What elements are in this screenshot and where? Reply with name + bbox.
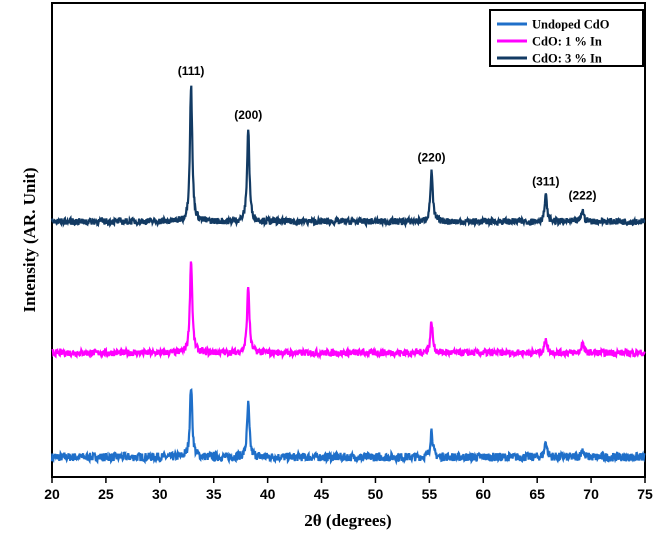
y-axis-label: Intensity (AR. Unit) bbox=[20, 168, 39, 313]
series-line-1 bbox=[51, 261, 646, 361]
peak-label: (200) bbox=[234, 108, 262, 122]
traces bbox=[50, 85, 646, 466]
x-tick-label: 35 bbox=[206, 486, 222, 502]
x-tick-label: 55 bbox=[422, 486, 438, 502]
peak-label: (311) bbox=[532, 174, 559, 188]
legend-label: CdO: 3 % In bbox=[532, 52, 602, 66]
x-axis-label: 2θ (degrees) bbox=[304, 511, 391, 530]
x-tick-label: 50 bbox=[368, 486, 384, 502]
legend: Undoped CdO CdO: 1 % In CdO: 3 % In bbox=[489, 9, 644, 67]
x-tick-label: 75 bbox=[637, 486, 653, 502]
series-line-0 bbox=[50, 388, 646, 466]
x-tick-label: 25 bbox=[98, 486, 114, 502]
x-tick-label: 65 bbox=[529, 486, 545, 502]
series-line-2 bbox=[50, 85, 646, 229]
peak-label: (222) bbox=[568, 189, 596, 203]
x-tick-label: 70 bbox=[583, 486, 599, 502]
x-axis-ticks: 20 25 30 35 40 45 50 55 60 65 70 75 bbox=[44, 477, 653, 502]
x-tick-label: 40 bbox=[260, 486, 276, 502]
peak-label: (220) bbox=[418, 150, 446, 164]
legend-label: CdO: 1 % In bbox=[532, 35, 602, 49]
peak-label: (111) bbox=[178, 64, 205, 78]
x-tick-label: 20 bbox=[44, 486, 60, 502]
peak-labels: (111) (200) (220) (311) (222) bbox=[178, 64, 597, 203]
plot-frame bbox=[51, 2, 646, 478]
legend-label: Undoped CdO bbox=[532, 18, 610, 32]
x-tick-label: 45 bbox=[314, 486, 330, 502]
x-tick-label: 60 bbox=[475, 486, 491, 502]
x-tick-label: 30 bbox=[152, 486, 168, 502]
